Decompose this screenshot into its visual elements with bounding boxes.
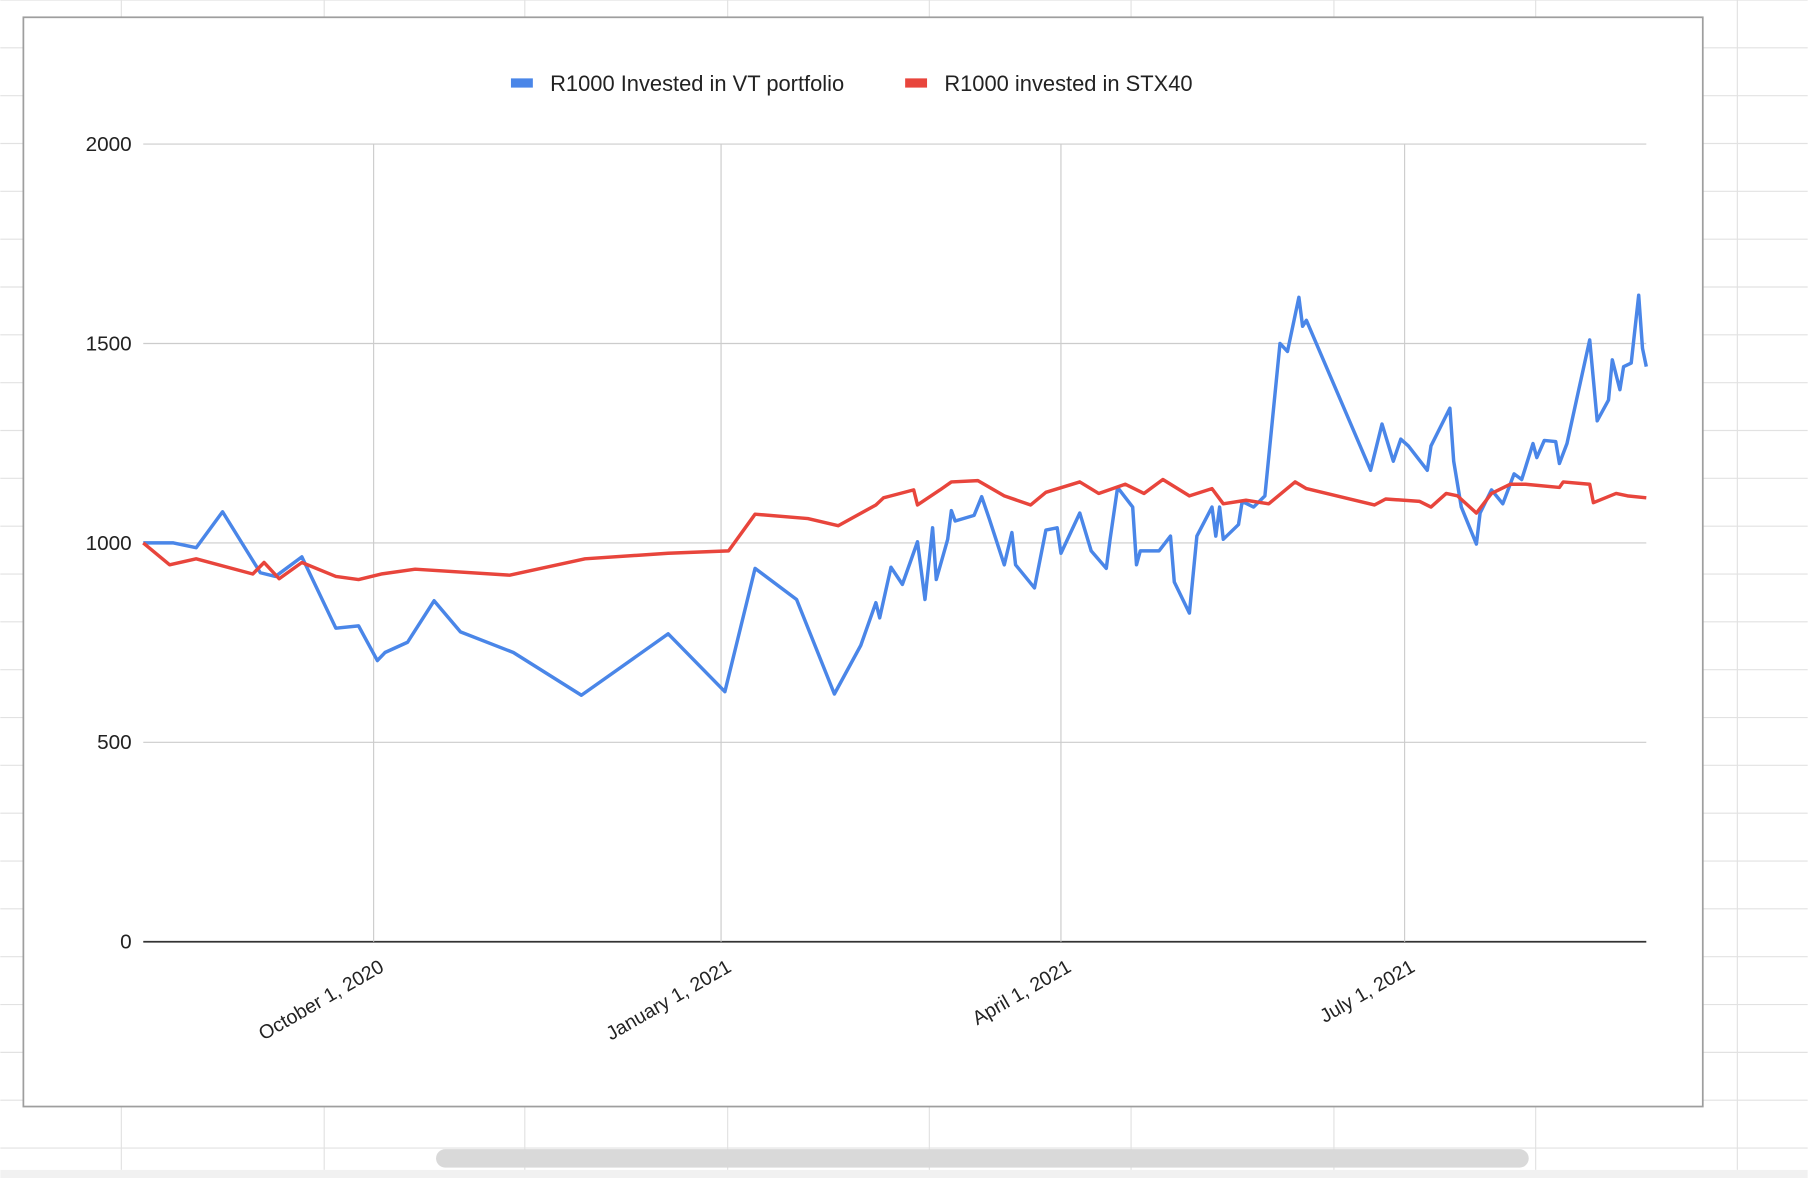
scroll-track	[0, 1169, 1808, 1178]
y-tick-label: 2000	[86, 133, 132, 156]
legend-label: R1000 invested in STX40	[944, 71, 1192, 96]
y-tick-label: 1500	[86, 332, 132, 355]
series-line	[143, 293, 1648, 698]
series-line	[142, 477, 1647, 582]
y-tick-label: 1000	[86, 532, 132, 555]
legend-swatch	[905, 78, 928, 88]
y-tick-label: 0	[120, 931, 132, 954]
legend-swatch	[510, 78, 533, 88]
scrollbar[interactable]	[436, 1149, 1529, 1168]
legend-label: R1000 Invested in VT portfolio	[550, 71, 844, 96]
chart-frame	[22, 16, 1704, 1108]
y-tick-label: 500	[97, 731, 132, 754]
